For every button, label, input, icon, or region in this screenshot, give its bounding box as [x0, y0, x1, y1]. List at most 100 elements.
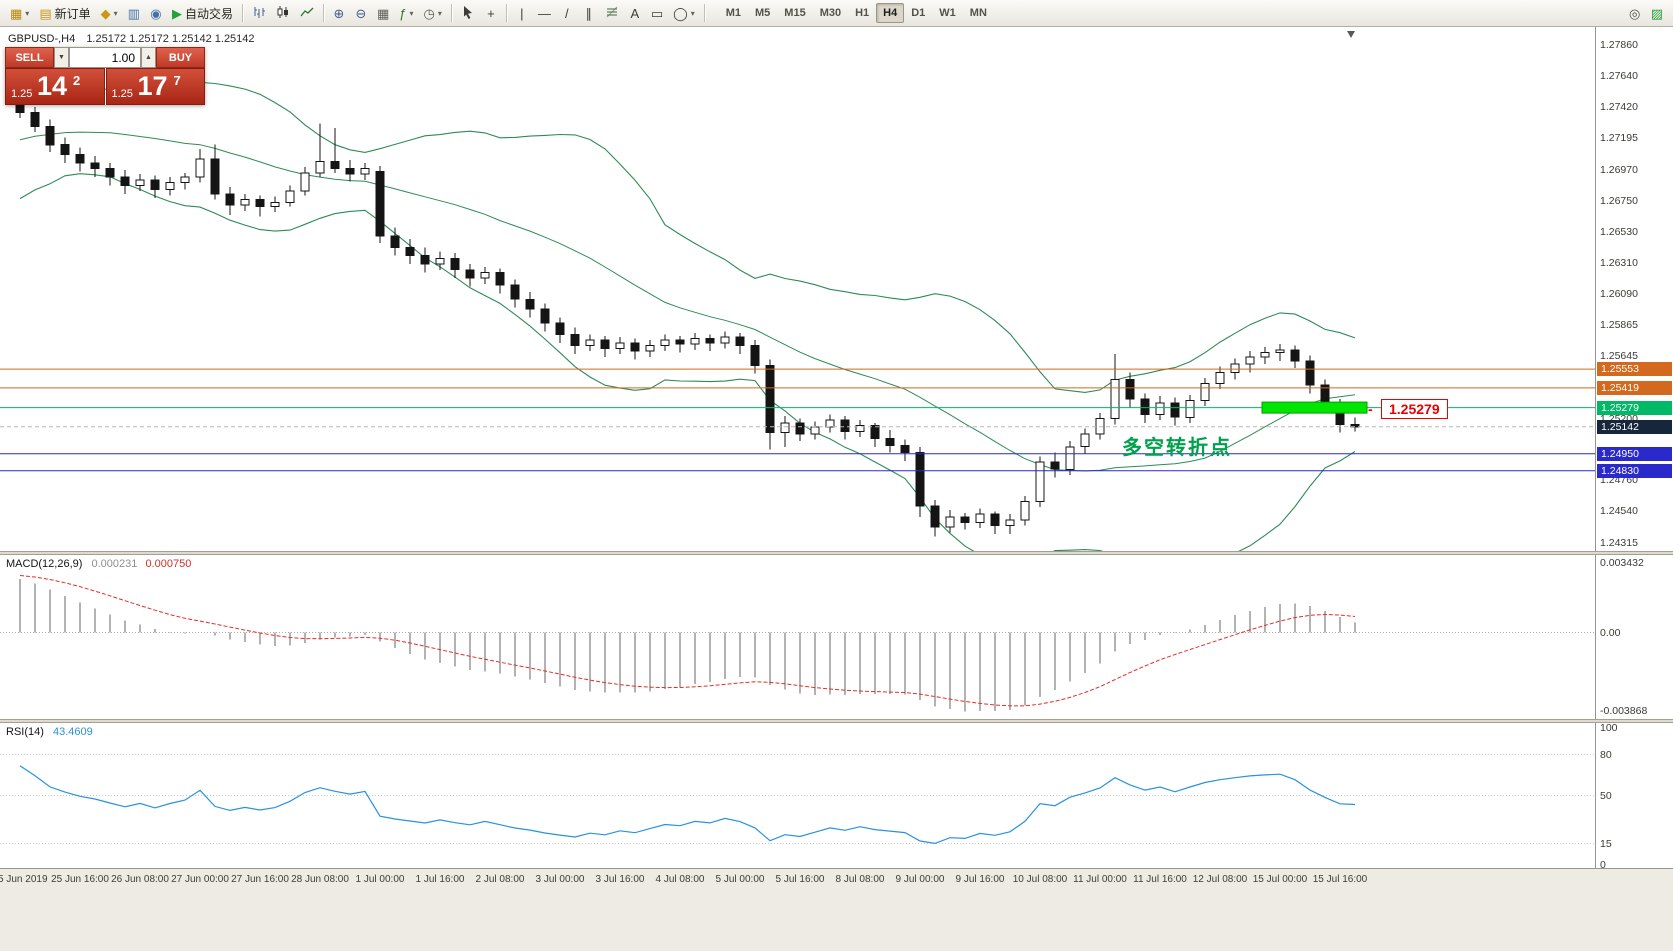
search-button[interactable]: ◎: [1624, 2, 1646, 24]
crosshair-button[interactable]: +: [480, 2, 502, 24]
volume-decrease-button[interactable]: ▼: [54, 47, 69, 68]
panel-splitter[interactable]: [0, 719, 1673, 723]
timeframe-button-h1[interactable]: H1: [855, 7, 870, 19]
time-tick-label: 12 Jul 08:00: [1192, 874, 1248, 885]
shapes-button[interactable]: ◯ ▾: [668, 2, 700, 24]
timeframe-button-h4[interactable]: H4: [876, 3, 905, 23]
price-tick-label: 1.26310: [1600, 257, 1638, 269]
cursor-button[interactable]: [456, 2, 480, 24]
volume-input[interactable]: [69, 47, 141, 68]
label-button[interactable]: ▭: [646, 2, 668, 24]
time-tick-label: 5 Jul 00:00: [715, 874, 765, 885]
timeframe-group: M1 M5 M15 M30 H1 H4 D1 W1 MN: [719, 3, 994, 23]
cursor-icon: [461, 5, 475, 21]
market-watch-button[interactable]: ▥: [123, 2, 145, 24]
sell-button[interactable]: SELL: [5, 47, 54, 68]
candlestick-chart: [0, 79, 1595, 551]
new-order-icon: ▤: [39, 5, 52, 21]
price-tick-label: 1.26970: [1600, 164, 1638, 176]
sell-price-display[interactable]: 1.25 14 2: [5, 68, 105, 105]
buy-price-display[interactable]: 1.25 17 7: [105, 68, 205, 105]
new-order-button[interactable]: ▤ 新订单: [34, 2, 95, 24]
autotrading-button[interactable]: ▶ 自动交易: [167, 2, 238, 24]
channel-button[interactable]: ∥: [578, 2, 600, 24]
new-chart-button[interactable]: ▦ ▾: [5, 2, 34, 24]
connection-status-icon-icon: ▨: [1650, 5, 1663, 21]
timeframe-button-m15[interactable]: M15: [784, 7, 806, 19]
price-tick-label: 1.27860: [1600, 39, 1638, 51]
periods-button[interactable]: ◷ ▾: [419, 2, 447, 24]
text-button[interactable]: A: [624, 2, 646, 24]
crosshair-icon: +: [487, 5, 495, 21]
zoom-out-button[interactable]: ⊖: [350, 2, 372, 24]
rsi-scale-80: 80: [1600, 749, 1612, 761]
connection-status-icon[interactable]: ▨: [1646, 2, 1668, 24]
macd-panel[interactable]: MACD(12,26,9) 0.000231 0.000750: [0, 555, 1595, 719]
bollinger-middle-band: [19, 131, 1356, 472]
price-tick-label: 1.27420: [1600, 101, 1638, 113]
level-price-label[interactable]: 1.25279: [1381, 399, 1448, 419]
zoom-in-button[interactable]: ⊕: [328, 2, 350, 24]
volume-increase-button[interactable]: ▲: [141, 47, 156, 68]
timeframe-button-m30[interactable]: M30: [819, 7, 842, 19]
macd-name: MACD(12,26,9): [6, 558, 83, 570]
candlestick-chart-icon: [276, 5, 290, 21]
rsi-scale-50: 50: [1600, 790, 1612, 802]
candlestick-chart-button[interactable]: [271, 2, 295, 24]
zoom-in-icon: ⊕: [333, 5, 345, 21]
line-chart-button[interactable]: [295, 2, 319, 24]
time-tick-label: 26 Jun 08:00: [111, 874, 169, 885]
horizontal-line-button[interactable]: —: [533, 2, 556, 24]
toolbar: ▦ ▾ ▤ 新订单 ◆ ▾ ▥ ◉ ▶ 自动交易 ⊕ ⊖ ▦ ƒ ▾ ◷ ▾ + | — / ∥ A ▭ ◯ ▾ M1 M5 M15 M…: [0, 0, 1673, 27]
order-row: SELL ▼ ▲ BUY: [5, 47, 205, 68]
toolbar-separator: [505, 4, 507, 22]
time-tick-label: 8 Jul 08:00: [835, 874, 885, 885]
timeframe-button-w1[interactable]: W1: [939, 7, 956, 19]
tile-windows-button[interactable]: ▦: [372, 2, 394, 24]
time-tick-label: 28 Jun 08:00: [291, 874, 349, 885]
timeframe-button-m5[interactable]: M5: [755, 7, 771, 19]
toolbar-separator: [241, 4, 243, 22]
buy-price-pips: 17: [137, 71, 168, 101]
rsi-panel[interactable]: RSI(14) 43.4609: [0, 723, 1595, 868]
data-window-button[interactable]: ◉: [145, 2, 167, 24]
bar-chart-button[interactable]: [247, 2, 271, 24]
price-badge: 1.25142: [1597, 420, 1672, 434]
buy-price-point: 7: [173, 73, 181, 88]
time-tick-label: 4 Jul 08:00: [655, 874, 705, 885]
turning-point-annotation[interactable]: 多空转折点: [1122, 437, 1232, 459]
timeframe-button-mn[interactable]: MN: [969, 7, 987, 19]
chevron-down-icon: ▾: [690, 8, 695, 18]
macd-signal-value: 0.000750: [145, 558, 192, 570]
buy-button[interactable]: BUY: [156, 47, 205, 68]
market-watch-icon: ▥: [127, 5, 140, 21]
panel-splitter[interactable]: [0, 551, 1673, 555]
price-tick-label: 1.24540: [1600, 505, 1638, 517]
chart-profiles-button[interactable]: ◆ ▾: [96, 2, 123, 24]
time-tick-label: 9 Jul 16:00: [955, 874, 1005, 885]
chart-shift-marker[interactable]: [1347, 31, 1355, 38]
indicators-button[interactable]: ƒ ▾: [394, 2, 418, 24]
toolbar-separator: [322, 4, 324, 22]
fibonacci-button[interactable]: [600, 2, 624, 24]
chart-profiles-icon: ◆: [100, 5, 111, 21]
rsi-scale-0: 0: [1600, 859, 1606, 871]
new-chart-icon: ▦: [10, 5, 23, 21]
timeframe-button-m1[interactable]: M1: [725, 7, 742, 19]
toolbar-separator: [450, 4, 452, 22]
zoom-out-icon: ⊖: [355, 5, 367, 21]
price-axis[interactable]: 0.003432 0.00 -0.003868 100 80 50 15 0 1…: [1595, 27, 1673, 871]
buy-price-prefix: 1.25: [111, 88, 133, 100]
timeframe-button-d1[interactable]: D1: [911, 7, 926, 19]
chevron-down-icon: ▾: [113, 8, 118, 18]
rsi-scale-100: 100: [1600, 722, 1618, 734]
trendline-button[interactable]: /: [556, 2, 578, 24]
price-badge: 1.24830: [1597, 464, 1672, 478]
support-zone-rect[interactable]: [1261, 401, 1368, 414]
symbol-ohlc-values: 1.25172 1.25172 1.25142 1.25142: [86, 33, 255, 45]
main-chart-panel[interactable]: GBPUSD-,H4 1.25172 1.25172 1.25142 1.251…: [0, 27, 1595, 551]
vertical-line-button[interactable]: |: [511, 2, 533, 24]
macd-main-value: 0.000231: [91, 558, 138, 570]
time-tick-label: 1 Jul 16:00: [415, 874, 465, 885]
